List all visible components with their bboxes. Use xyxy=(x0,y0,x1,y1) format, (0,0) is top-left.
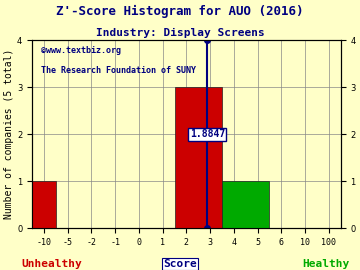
Text: Z'-Score Histogram for AUO (2016): Z'-Score Histogram for AUO (2016) xyxy=(56,5,304,18)
Bar xyxy=(175,87,222,228)
Text: Unhealthy: Unhealthy xyxy=(22,259,82,269)
Text: Score: Score xyxy=(163,259,197,269)
Text: 1.8847: 1.8847 xyxy=(190,129,225,139)
Text: Industry: Display Screens: Industry: Display Screens xyxy=(96,28,264,38)
Y-axis label: Number of companies (5 total): Number of companies (5 total) xyxy=(4,49,14,219)
Text: Healthy: Healthy xyxy=(302,259,349,269)
Text: The Research Foundation of SUNY: The Research Foundation of SUNY xyxy=(41,66,196,75)
Bar xyxy=(222,181,270,228)
Text: ©www.textbiz.org: ©www.textbiz.org xyxy=(41,46,121,55)
Bar xyxy=(32,181,56,228)
